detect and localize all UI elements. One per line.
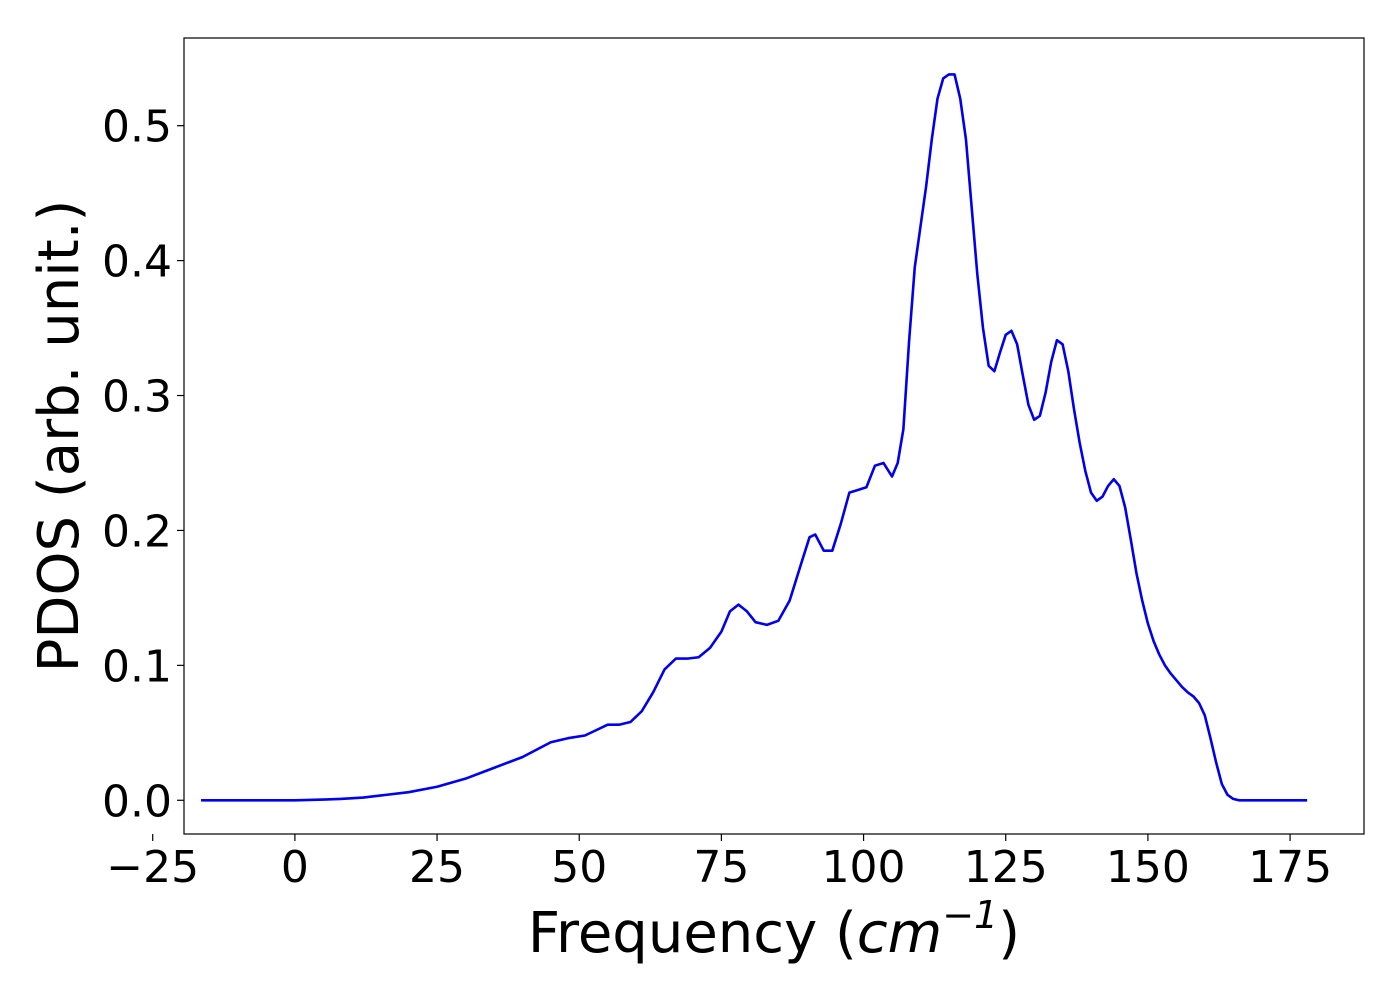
y-tick-label: 0.1: [102, 641, 172, 692]
plot-layer: [201, 73, 1308, 802]
x-tick-label: 75: [693, 842, 749, 893]
x-tick-label: 150: [1106, 842, 1190, 893]
x-tick-label: 125: [964, 842, 1048, 893]
x-ticks: −25 0 25 50 75 100 125 150 175: [106, 834, 1332, 893]
x-tick-label: 25: [409, 842, 465, 893]
y-tick-label: 0.4: [102, 237, 172, 288]
y-tick-label: 0.2: [102, 506, 172, 557]
pdos-series-line: [201, 73, 1308, 802]
x-axis-title-prefix: Frequency (: [528, 901, 857, 966]
y-tick-label: 0.5: [102, 102, 172, 153]
x-axis-title-suffix: ): [998, 901, 1020, 966]
y-axis-title: PDOS (arb. unit.): [27, 200, 92, 673]
y-tick-label: 0.0: [102, 776, 172, 827]
x-tick-label: 0: [281, 842, 309, 893]
axes-frame: [183, 37, 1365, 835]
x-axis-title-exponent: −1: [942, 893, 998, 937]
x-tick-label: 175: [1248, 842, 1332, 893]
x-tick-label: 100: [822, 842, 906, 893]
x-axis-title-unit: cm: [857, 901, 942, 966]
x-axis-title: Frequency (cm−1): [528, 893, 1020, 966]
x-tick-label: 50: [551, 842, 607, 893]
y-tick-label: 0.3: [102, 372, 172, 423]
x-tick-label: −25: [106, 842, 199, 893]
y-ticks: 0.0 0.1 0.2 0.3 0.4 0.5: [102, 102, 184, 827]
